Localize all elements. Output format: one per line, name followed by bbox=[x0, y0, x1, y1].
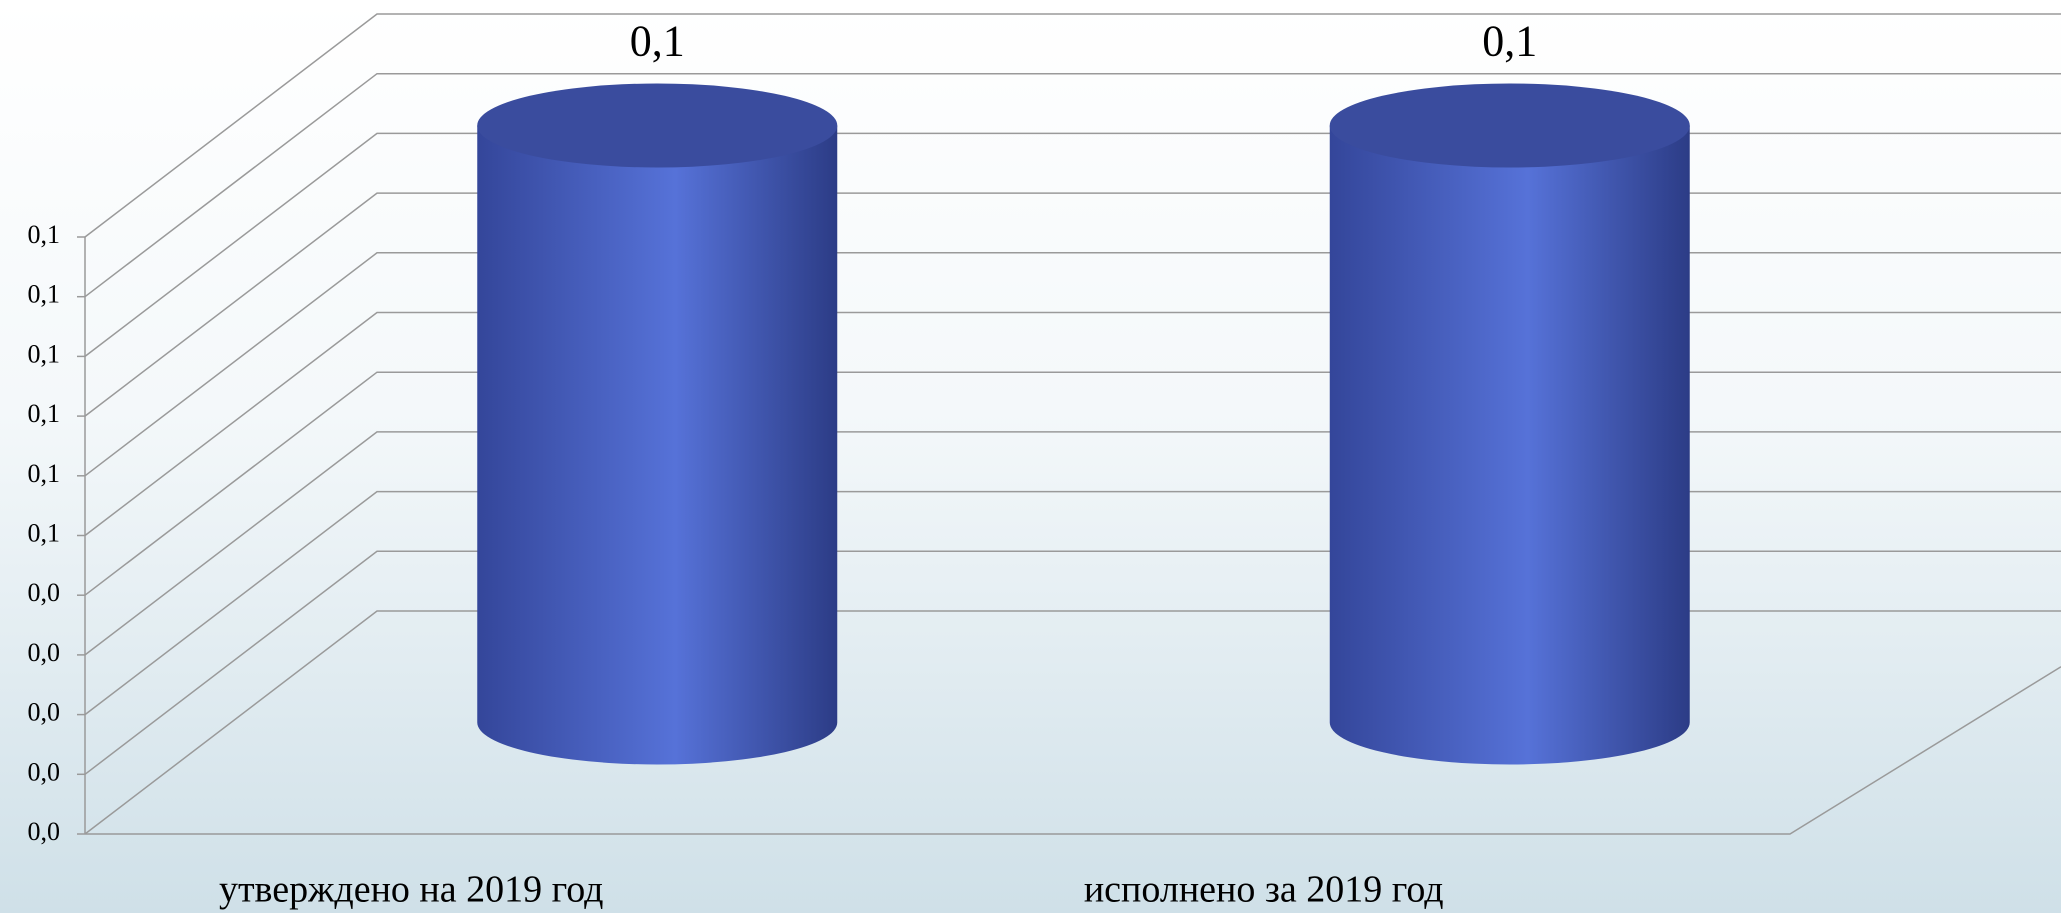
y-tick-label: 0,0 bbox=[28, 638, 61, 667]
grid-line bbox=[84, 13, 2061, 238]
cylinder-body bbox=[1329, 125, 1690, 765]
x-tick-label: исполнено за 2019 год bbox=[1084, 869, 1444, 911]
y-tick-label: 0,1 bbox=[28, 339, 61, 368]
y-tick-label: 0,1 bbox=[28, 399, 61, 428]
cylinder-top bbox=[1329, 83, 1690, 168]
y-tick-label: 0,0 bbox=[28, 698, 61, 727]
y-tick-label: 0,1 bbox=[28, 518, 61, 547]
y-tick-label: 0,1 bbox=[28, 459, 61, 488]
x-tick-label: утверждено на 2019 год bbox=[219, 869, 604, 911]
y-tick-label: 0,1 bbox=[28, 280, 61, 309]
y-tick-label: 0,1 bbox=[28, 220, 61, 249]
y-tick-label: 0,0 bbox=[28, 817, 61, 846]
cylinder-body bbox=[477, 125, 838, 765]
value-label: 0,1 bbox=[630, 17, 685, 66]
y-tick-label: 0,0 bbox=[28, 578, 61, 607]
cylinder-top bbox=[477, 83, 838, 168]
value-label: 0,1 bbox=[1482, 17, 1537, 66]
y-tick-label: 0,0 bbox=[28, 757, 61, 786]
grid-line bbox=[84, 72, 2061, 298]
floor-edge bbox=[85, 666, 2061, 835]
